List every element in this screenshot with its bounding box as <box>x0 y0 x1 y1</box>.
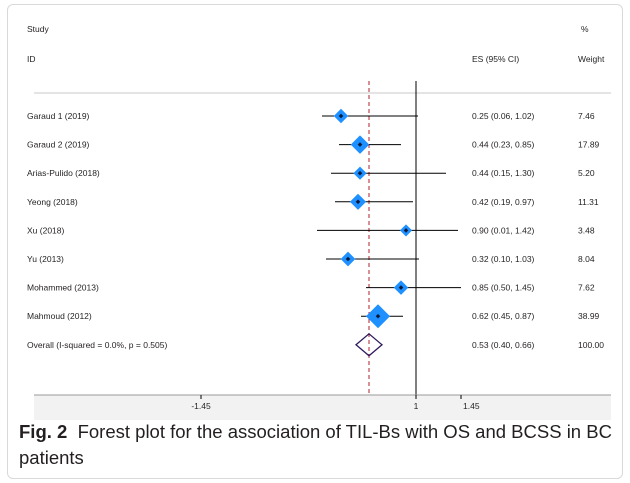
overall-label: Overall (I-squared = 0.0%, p = 0.505) <box>27 340 167 350</box>
study-weight: 5.20 <box>578 168 595 178</box>
study-point-marker <box>345 256 351 262</box>
x-tick-label: 1.45 <box>463 401 480 411</box>
study-es-ci: 0.25 (0.06, 1.02) <box>472 111 535 121</box>
header-es: ES (95% CI) <box>472 54 519 64</box>
study-point-marker <box>375 313 381 319</box>
study-weight: 3.48 <box>578 225 595 235</box>
study-label: Mahmoud (2012) <box>27 311 92 321</box>
study-label: Yeong (2018) <box>27 197 78 207</box>
caption-text: Forest plot for the association of TIL-B… <box>19 421 612 468</box>
study-weight: 7.46 <box>578 111 595 121</box>
study-es-ci: 0.32 (0.10, 1.03) <box>472 254 535 264</box>
study-point-marker <box>403 228 409 233</box>
study-point-marker <box>398 285 404 290</box>
study-point-marker <box>357 170 363 176</box>
study-label: Garaud 1 (2019) <box>27 111 90 121</box>
header-percent: % <box>581 24 589 34</box>
study-point-marker <box>338 113 344 119</box>
study-label: Xu (2018) <box>27 225 64 235</box>
header-id: ID <box>27 54 36 64</box>
x-tick-label: -1.45 <box>191 401 211 411</box>
forest-plot: Study ID ES (95% CI)% Weight Garaud 1 (2019)… <box>27 24 611 420</box>
study-es-ci: 0.85 (0.50, 1.45) <box>472 283 535 293</box>
study-es-ci: 0.42 (0.19, 0.97) <box>472 197 535 207</box>
overall-diamond <box>354 332 384 357</box>
overall-weight: 100.00 <box>578 340 604 350</box>
study-label: Arias-Pulido (2018) <box>27 168 100 178</box>
study-label: Mohammed (2013) <box>27 283 99 293</box>
x-tick-label: 1 <box>414 401 419 411</box>
study-es-ci: 0.44 (0.15, 1.30) <box>472 168 535 178</box>
header-weight: Weight <box>578 54 605 64</box>
study-es-ci: 0.90 (0.01, 1.42) <box>472 225 535 235</box>
x-axis-band <box>34 395 611 420</box>
study-weight: 8.04 <box>578 254 595 264</box>
study-label: Garaud 2 (2019) <box>27 140 90 150</box>
study-es-ci: 0.62 (0.45, 0.87) <box>472 311 535 321</box>
study-point-marker <box>355 199 361 205</box>
header-study: Study <box>27 24 49 34</box>
study-weight: 17.89 <box>578 140 600 150</box>
study-weight: 11.31 <box>578 197 599 207</box>
figure-frame: Study ID ES (95% CI)% Weight Garaud 1 (2019)… <box>7 4 623 479</box>
figure-caption: Fig. 2 Forest plot for the association o… <box>19 419 619 471</box>
overall-es-ci: 0.53 (0.40, 0.66) <box>472 340 535 350</box>
study-point-marker <box>357 142 363 147</box>
caption-label: Fig. 2 <box>19 421 68 442</box>
study-es-ci: 0.44 (0.23, 0.85) <box>472 140 535 150</box>
study-weight: 38.99 <box>578 311 600 321</box>
study-weight: 7.62 <box>578 283 595 293</box>
study-label: Yu (2013) <box>27 254 64 264</box>
